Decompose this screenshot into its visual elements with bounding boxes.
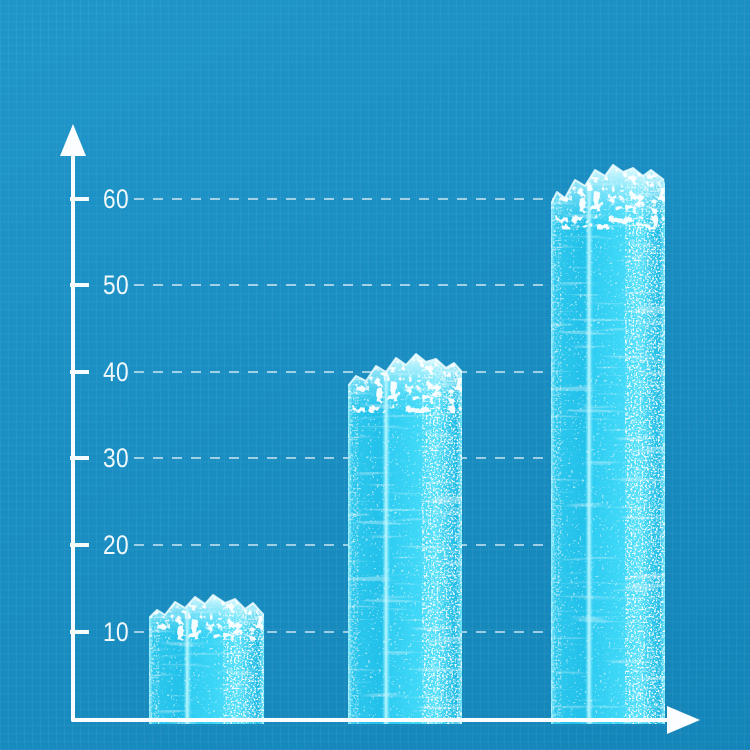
y-tick-label-20: 20 <box>102 530 130 560</box>
y-tick-label-30: 30 <box>102 443 130 473</box>
y-tick-20 <box>70 543 89 547</box>
ice-bar-1 <box>149 588 264 724</box>
y-axis-line <box>71 148 75 722</box>
y-tick-50 <box>70 283 89 287</box>
y-tick-10 <box>70 630 89 634</box>
y-tick-label-40: 40 <box>102 357 130 387</box>
ice-bar-2 <box>348 350 462 724</box>
y-axis-arrow-icon <box>60 124 86 156</box>
gridline-50 <box>134 284 662 286</box>
ice-bar-3 <box>551 160 665 724</box>
y-tick-60 <box>70 197 89 201</box>
ice-bar-1-graphic <box>149 594 264 724</box>
y-tick-label-60: 60 <box>102 184 130 214</box>
y-tick-30 <box>70 456 89 460</box>
x-axis-arrow-icon <box>667 706 700 734</box>
x-axis-line <box>71 718 671 722</box>
y-tick-label-50: 50 <box>102 270 130 300</box>
y-tick-label-10: 10 <box>102 617 130 647</box>
ice-bar-3-graphic <box>551 164 665 724</box>
ice-bar-2-graphic <box>348 353 462 724</box>
y-tick-40 <box>70 370 89 374</box>
gridline-60 <box>134 198 662 200</box>
